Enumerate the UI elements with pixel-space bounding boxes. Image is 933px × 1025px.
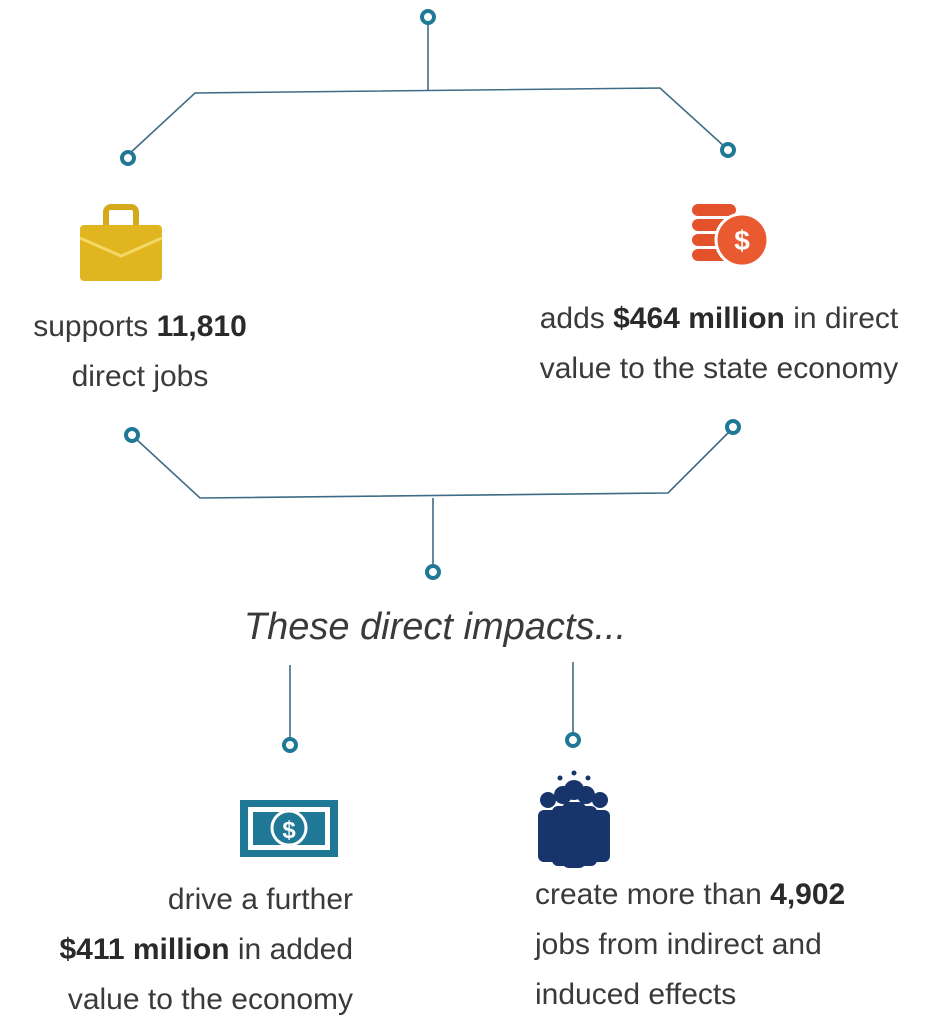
text-segment: adds — [539, 302, 605, 335]
text-line: direct jobs — [0, 352, 280, 402]
text-segment: create more than — [535, 878, 762, 911]
text-line: value to the economy — [0, 975, 353, 1025]
text-segment: jobs from indirect and — [535, 928, 822, 961]
svg-text:$: $ — [734, 225, 750, 256]
highlight-figure: $464 million — [613, 302, 785, 335]
text-segment: direct jobs — [71, 360, 209, 393]
people-icon — [538, 770, 610, 868]
direct-jobs-text: supports 11,810 direct jobs — [0, 302, 280, 402]
text-line: adds $464 million in direct — [505, 294, 933, 344]
direct-value-text: adds $464 million in direct value to the … — [505, 294, 933, 394]
text-line: $411 million in added — [0, 925, 353, 975]
indirect-jobs-text: create more than 4,902 jobs from indirect… — [535, 870, 933, 1020]
text-line: supports 11,810 — [0, 302, 280, 352]
text-segment: in direct — [793, 302, 899, 335]
highlight-figure: 11,810 — [156, 310, 247, 343]
connector-dots — [120, 9, 741, 753]
text-segment: value to the state economy — [539, 352, 899, 385]
connector-lines — [127, 22, 732, 738]
text-line: These direct impacts... — [0, 600, 870, 654]
highlight-figure: $411 million — [59, 933, 230, 966]
text-segment: drive a further — [167, 883, 353, 916]
text-segment: in added — [237, 933, 353, 966]
highlight-figure: 4,902 — [770, 878, 846, 911]
text-segment: supports — [33, 310, 149, 343]
text-line: value to the state economy — [505, 344, 933, 394]
text-segment: These direct impacts... — [243, 606, 627, 648]
added-value-text: drive a further $411 million in added valu… — [0, 875, 353, 1025]
direct-impacts-heading: These direct impacts... — [0, 600, 870, 654]
text-segment: induced effects — [535, 978, 737, 1011]
svg-text:$: $ — [282, 817, 296, 844]
text-line: induced effects — [535, 970, 933, 1020]
text-segment: value to the economy — [67, 983, 353, 1016]
briefcase-icon — [79, 204, 163, 281]
text-line: drive a further — [0, 875, 353, 925]
text-line: create more than 4,902 — [535, 870, 933, 920]
coins-icon: $ — [692, 204, 770, 268]
banknote-icon: $ — [240, 800, 338, 857]
text-line: jobs from indirect and — [535, 920, 933, 970]
